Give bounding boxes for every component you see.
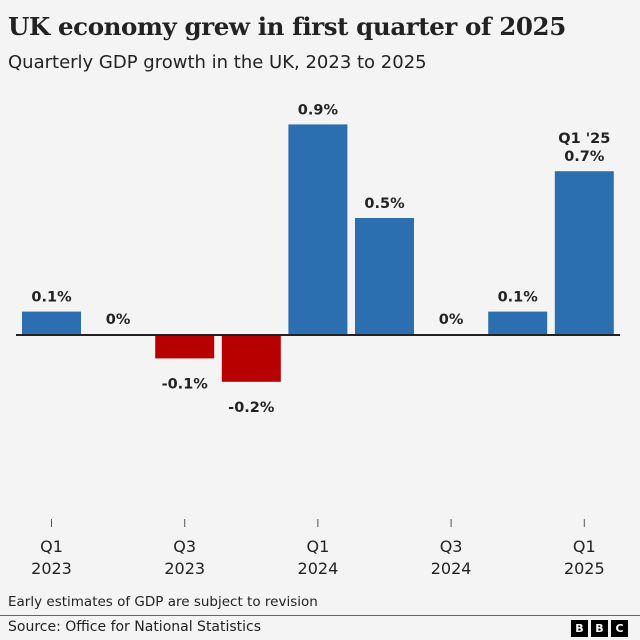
data-label: 0%	[439, 312, 464, 328]
x-tick-label: 2023	[164, 559, 205, 578]
bar	[221, 335, 281, 382]
x-tick-label: Q1	[40, 537, 63, 556]
bbc-logo: B B C	[571, 620, 628, 637]
bar	[155, 335, 215, 359]
bbc-logo-letter: B	[591, 620, 608, 637]
footer-divider	[0, 615, 640, 616]
data-label: 0%	[106, 312, 131, 328]
x-tick-label: Q3	[173, 537, 196, 556]
bbc-logo-letter: B	[571, 620, 588, 637]
chart-subtitle: Quarterly GDP growth in the UK, 2023 to …	[8, 52, 427, 73]
data-label: -0.2%	[228, 400, 275, 416]
x-tick-label: 2024	[431, 559, 472, 578]
bbc-logo-letter: C	[611, 620, 628, 637]
bar	[488, 311, 548, 335]
bar	[355, 218, 414, 335]
x-tick-label: Q1	[573, 537, 596, 556]
chart-title: UK economy grew in first quarter of 2025	[8, 12, 566, 41]
source-text: Source: Office for National Statistics	[8, 619, 262, 635]
x-tick-label: 2023	[31, 559, 72, 578]
bar	[288, 124, 348, 336]
data-label: -0.1%	[162, 376, 209, 392]
x-tick-label: 2024	[298, 559, 339, 578]
data-label: 0.1%	[498, 290, 539, 306]
x-tick-label: 2025	[564, 559, 605, 578]
data-label: 0.1%	[31, 290, 72, 306]
revision-note: Early estimates of GDP are subject to re…	[8, 594, 318, 610]
highlight-label: Q1 '25	[558, 131, 610, 147]
x-tick-label: Q3	[440, 537, 463, 556]
bar	[22, 311, 81, 335]
x-tick-label: Q1	[307, 537, 330, 556]
data-label: 0.5%	[364, 196, 405, 212]
data-label: 0.7%	[564, 149, 605, 165]
bar	[554, 171, 614, 335]
data-label: 0.9%	[298, 102, 339, 118]
